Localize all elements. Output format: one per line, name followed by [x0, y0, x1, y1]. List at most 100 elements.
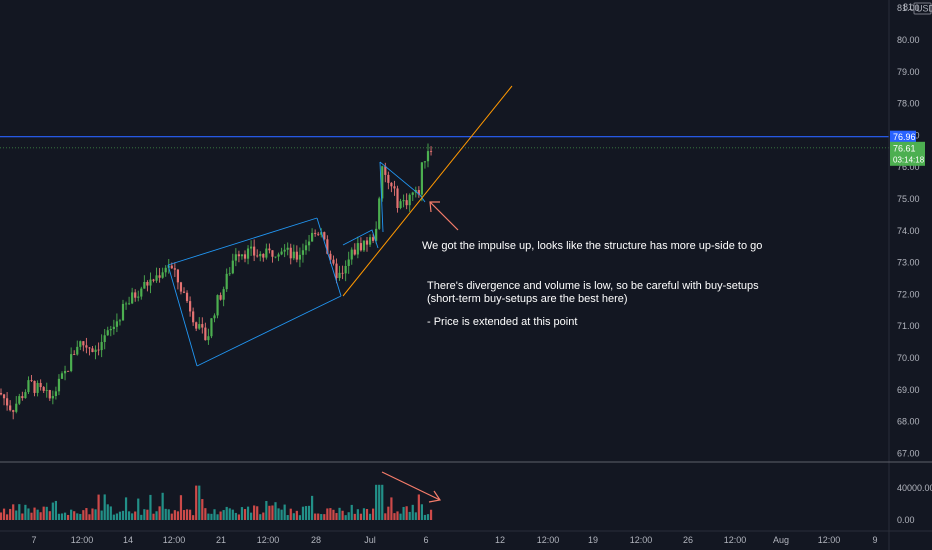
candle-body [97, 349, 100, 351]
currency-box [913, 2, 932, 15]
candle-body [161, 272, 164, 278]
candle-body [335, 263, 338, 279]
volume-bar [378, 484, 381, 520]
volume-bar [372, 508, 375, 520]
candle-body [368, 237, 372, 245]
volume-bar [9, 508, 12, 520]
candle-body [179, 282, 183, 292]
candle-body [189, 301, 192, 312]
time-tick: 12:00 [71, 535, 94, 545]
candle-body [42, 387, 45, 391]
candle-body [222, 289, 225, 300]
candle-body [131, 292, 134, 304]
volume-bar [137, 498, 140, 520]
volume-bar [182, 510, 186, 520]
candle-body [341, 272, 344, 274]
volume-bar [347, 512, 350, 520]
volume-bar [274, 502, 277, 520]
volume-bar [350, 504, 353, 520]
volume-bar [301, 506, 305, 520]
volume-bar [79, 513, 82, 520]
price-tick: 80.00 [897, 35, 920, 45]
price-tick: 76.00 [897, 162, 920, 172]
volume-bar [60, 513, 64, 520]
candle-body [378, 198, 381, 229]
candle-body [137, 296, 140, 298]
volume-bar [100, 510, 103, 520]
candle-body [121, 303, 125, 321]
candle-body [307, 241, 311, 246]
candle-body [112, 326, 115, 330]
candle-body [18, 396, 21, 404]
time-tick: 7 [31, 535, 36, 545]
annotation-impulse: We got the impulse up, looks like the st… [422, 240, 763, 252]
candle-body [134, 292, 137, 298]
volume-bar [234, 512, 237, 520]
candle-body [420, 162, 423, 195]
volume-bar [292, 513, 295, 520]
volume-bar [158, 506, 161, 520]
volume-bar [2, 508, 6, 520]
candle-body [405, 200, 408, 206]
volume-bar [42, 506, 45, 520]
volume-bar [359, 513, 362, 520]
candle-body [265, 248, 268, 258]
candle-body [411, 192, 414, 195]
volume-bar [173, 510, 176, 520]
volume-bar [179, 495, 183, 520]
candle-body [259, 253, 262, 257]
drawings [0, 85, 889, 503]
volume-bar [393, 513, 396, 520]
volume-bar [70, 509, 73, 520]
candle-body [100, 342, 103, 351]
candle-body [201, 324, 204, 328]
candle-body [207, 336, 210, 341]
volume-bar [237, 514, 240, 520]
volume-bar [280, 509, 283, 520]
volume-bar [408, 511, 411, 520]
candle-body [63, 370, 67, 374]
volume-bar [85, 508, 88, 520]
time-tick: Aug [773, 535, 789, 545]
volume-bar [118, 511, 122, 520]
candle-body [231, 260, 234, 274]
volume-bar [396, 511, 399, 520]
time-tick: 14 [123, 535, 133, 545]
candle-body [237, 254, 240, 257]
candle-body [149, 279, 152, 286]
candle-body [51, 396, 54, 399]
candle-body [140, 288, 143, 297]
candle-body [219, 295, 222, 300]
volume-bar [225, 506, 228, 520]
countdown-label: 03:14:18 [893, 155, 925, 164]
volume-bar [143, 509, 146, 520]
volume-bar [189, 509, 192, 520]
volume-bar [146, 509, 149, 520]
candle-body [399, 201, 402, 208]
volume-divergence-arrow [381, 471, 441, 501]
candle-body [2, 394, 6, 399]
candle-body [155, 275, 158, 281]
volume-bar [250, 512, 253, 520]
candles [0, 143, 433, 420]
volume-bar [201, 499, 204, 520]
candle-body [204, 327, 207, 341]
candle-body [115, 321, 118, 327]
volume-bar [195, 485, 198, 520]
triangle-upper [379, 161, 426, 203]
candle-body [417, 190, 420, 195]
volume-bar [332, 509, 335, 520]
candle-body [262, 253, 265, 258]
candle-body [274, 256, 277, 258]
candle-body [173, 268, 176, 270]
volume-bar [271, 505, 274, 520]
candle-body [301, 250, 305, 255]
volume-bar [298, 515, 301, 520]
triangle-left [379, 161, 384, 233]
volume-bar [268, 505, 271, 520]
candle-body [298, 254, 301, 260]
candle-body [91, 348, 94, 353]
volume-bar [6, 514, 9, 520]
volume-bar [259, 514, 262, 520]
